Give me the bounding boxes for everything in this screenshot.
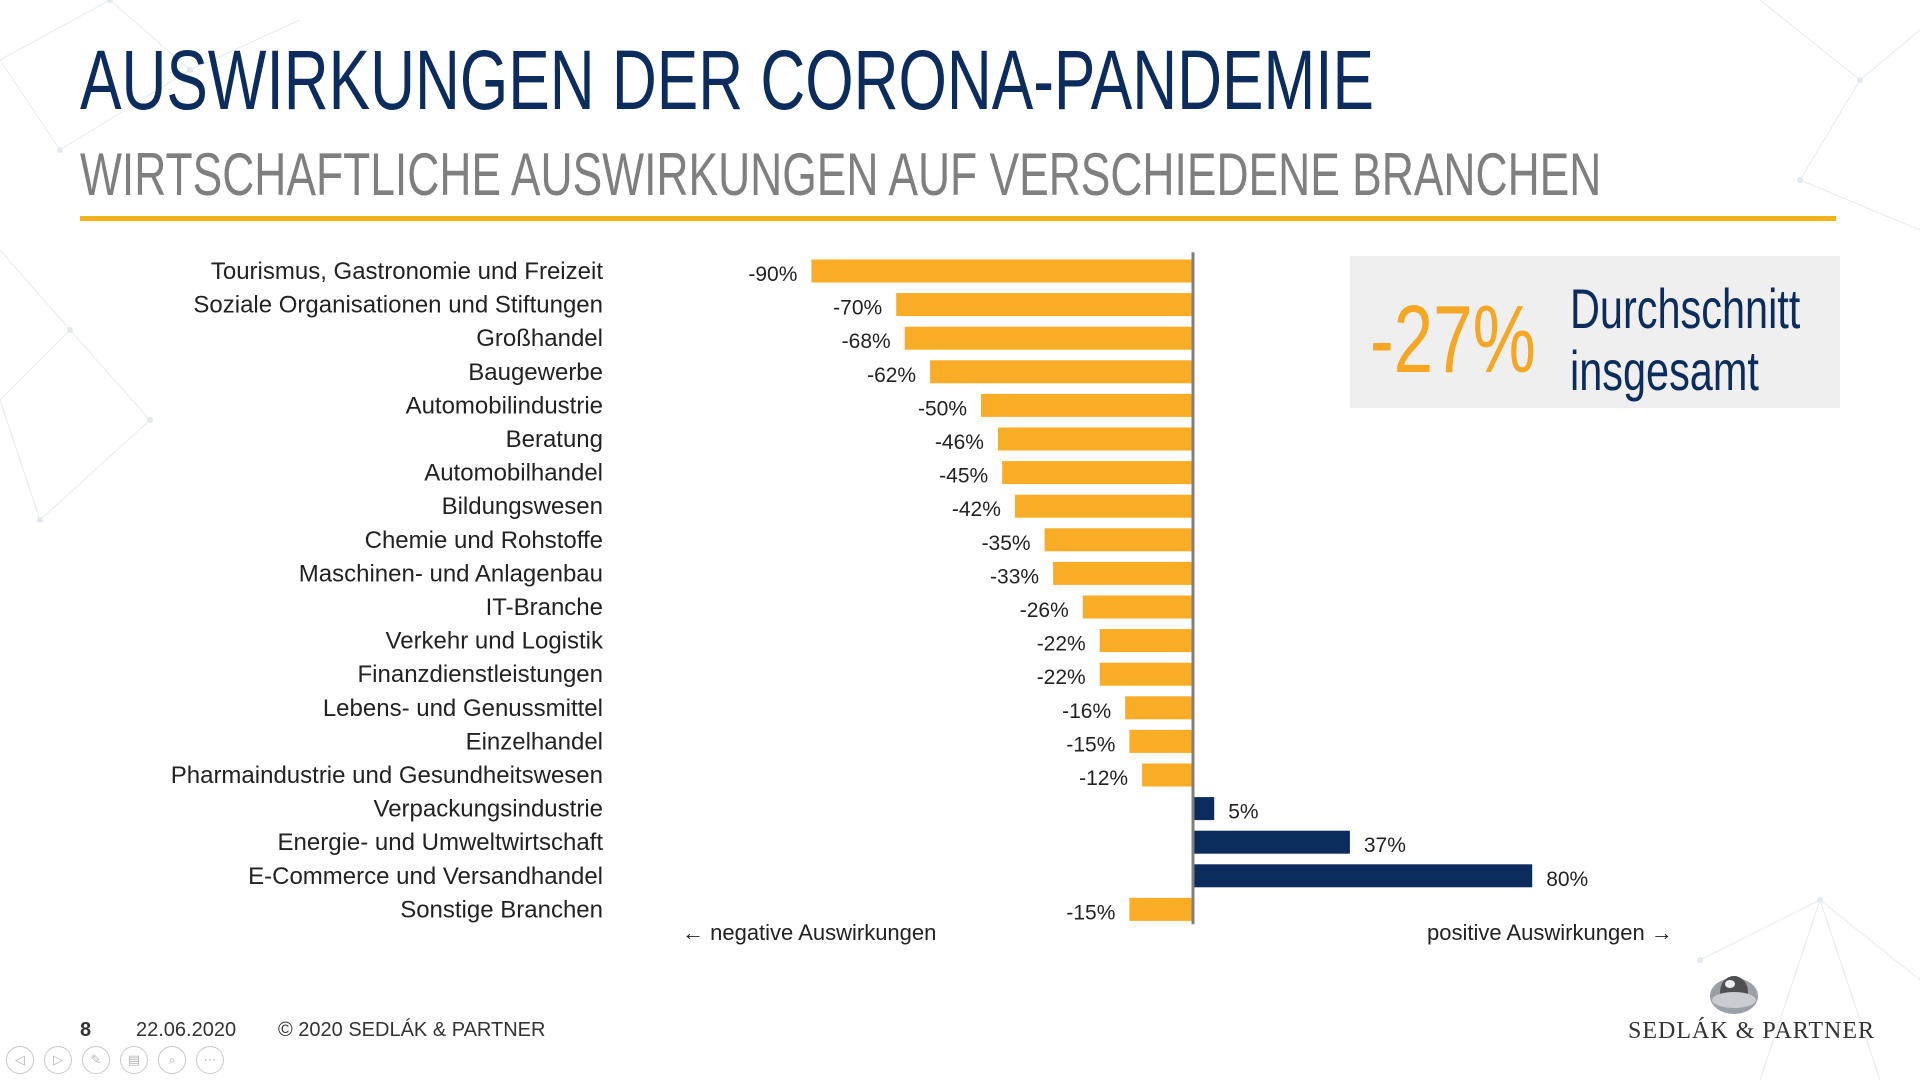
value-label: -15% [1066,733,1115,756]
bar [1193,864,1533,888]
next-icon[interactable]: ▷ [44,1046,72,1074]
category-label: Großhandel [476,325,603,352]
bar [981,393,1193,417]
category-label: Lebens- und Genussmittel [323,695,603,722]
average-summary-box: -27% Durchschnitt insgesamt [1350,256,1840,408]
value-label: -12% [1079,767,1128,790]
pen-icon[interactable]: ✎ [82,1046,110,1074]
bar [904,326,1193,350]
value-label: -35% [982,532,1031,555]
value-label: -22% [1037,666,1086,689]
negative-impact-note: ← negative Auswirkungen [682,920,937,945]
category-label: Chemie und Rohstoffe [365,527,603,554]
slides-icon[interactable]: ▤ [120,1046,148,1074]
category-label: Sonstige Branchen [400,896,603,923]
average-label: Durchschnitt insgesamt [1570,278,1800,402]
value-label: -62% [867,364,916,387]
average-label-line1: Durchschnitt [1570,277,1801,340]
value-label: 37% [1364,834,1406,857]
bar [997,427,1193,451]
bar [1193,797,1215,821]
page-number: 8 [80,1019,92,1041]
bar [1129,897,1193,921]
bar [1129,729,1193,753]
category-label: E-Commerce und Versandhandel [248,863,603,890]
bar [1002,461,1193,485]
value-label: -42% [952,498,1001,521]
category-label: Verpackungsindustrie [374,796,603,823]
category-label: Automobilindustrie [406,392,603,419]
company-logo: SEDLÁK & PARTNER [1628,970,1874,1044]
bar [1193,830,1350,854]
category-label: Verkehr und Logistik [386,628,604,655]
value-label: -46% [935,431,984,454]
bar [930,360,1193,384]
category-label: Bildungswesen [442,493,603,520]
bar [896,293,1193,317]
page-title: AUSWIRKUNGEN DER CORONA-PANDEMIE [80,33,1374,127]
value-label: 80% [1546,868,1588,891]
category-label: Beratung [506,426,603,453]
bar [811,259,1193,283]
value-label: -50% [918,397,967,420]
value-label: -90% [748,263,797,286]
category-label: Tourismus, Gastronomie und Freizeit [211,258,603,285]
bar [1044,528,1193,552]
more-icon[interactable]: ⋯ [196,1046,224,1074]
average-label-line2: insgesamt [1570,339,1759,402]
title-divider [80,216,1836,221]
footer-date: 22.06.2020 [136,1019,237,1041]
value-label: -70% [833,297,882,320]
bar [1082,595,1193,619]
value-label: 5% [1228,801,1258,824]
category-label: Einzelhandel [466,728,603,755]
bar [1125,696,1193,720]
page-subtitle: WIRTSCHAFTLICHE AUSWIRKUNGEN AUF VERSCHI… [80,141,1602,208]
category-label: IT-Branche [486,594,603,621]
average-value: -27% [1370,286,1536,393]
footer-copyright: © 2020 SEDLÁK & PARTNER [278,1019,546,1041]
category-label: Maschinen- und Anlagenbau [299,560,603,587]
value-label: -45% [939,465,988,488]
category-label: Finanzdienstleistungen [358,661,604,688]
bar [1053,561,1193,585]
value-label: -15% [1066,901,1115,924]
slideshow-nav-toolbar: ◁ ▷ ✎ ▤ ⌕ ⋯ [6,1046,224,1074]
category-label: Soziale Organisationen und Stiftungen [193,292,603,319]
value-label: -26% [1020,599,1069,622]
prev-icon[interactable]: ◁ [6,1046,34,1074]
category-label: Baugewerbe [468,359,603,386]
value-label: -22% [1037,633,1086,656]
category-label: Pharmaindustrie und Gesundheitswesen [171,762,603,789]
bar [1099,662,1193,686]
value-label: -33% [990,565,1039,588]
category-label: Energie- und Umweltwirtschaft [278,829,604,856]
bar [1099,629,1193,653]
zoom-icon[interactable]: ⌕ [158,1046,186,1074]
category-label: Automobilhandel [424,460,603,487]
value-label: -68% [842,330,891,353]
bar [1014,494,1193,518]
value-label: -16% [1062,700,1111,723]
logo-text: SEDLÁK & PARTNER [1628,1018,1876,1044]
bar [1142,763,1193,787]
logo-mark-icon [1710,976,1758,1014]
positive-impact-note: positive Auswirkungen → [1427,920,1673,945]
